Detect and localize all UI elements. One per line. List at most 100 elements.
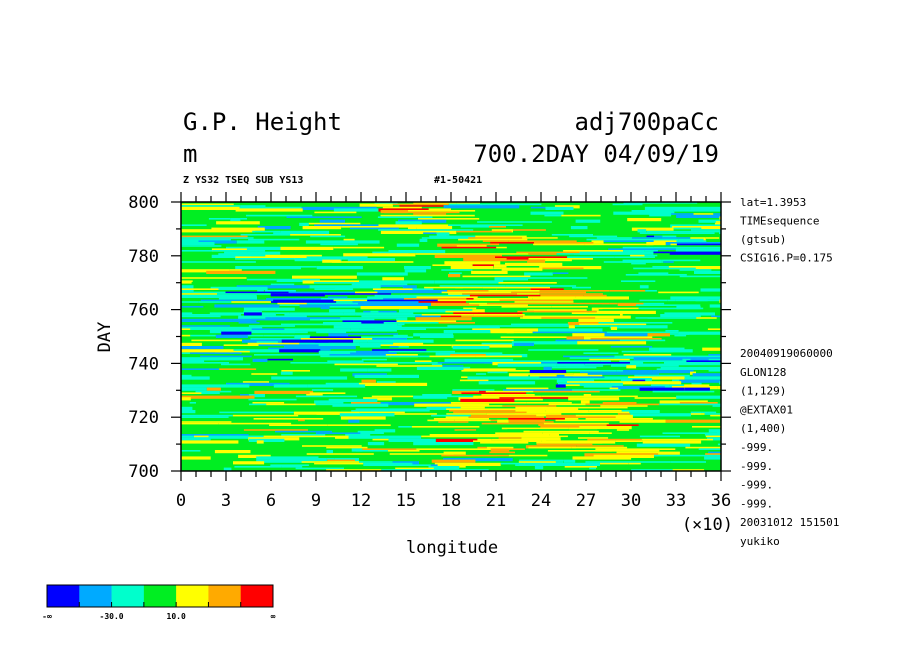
field-streak	[633, 267, 696, 270]
field-streak	[355, 408, 430, 412]
field-streak	[382, 277, 404, 281]
field-streak	[392, 464, 431, 466]
field-streak	[501, 427, 569, 430]
field-streak	[460, 406, 485, 409]
field-streak	[271, 376, 348, 380]
colorbar-label: -∞	[42, 612, 52, 621]
field-streak	[380, 285, 403, 287]
field-streak	[327, 459, 355, 462]
field-streak	[676, 214, 721, 218]
field-streak	[326, 402, 344, 404]
field-streak	[219, 368, 257, 370]
field-streak	[362, 448, 417, 450]
field-streak	[279, 349, 321, 353]
field-streak	[275, 430, 333, 433]
field-streak	[380, 344, 452, 346]
field-streak	[421, 435, 487, 438]
field-streak	[571, 411, 630, 414]
field-streak	[589, 432, 612, 434]
field-streak	[219, 411, 294, 414]
field-streak	[258, 344, 319, 346]
field-streak	[628, 462, 641, 465]
field-streak	[565, 365, 604, 367]
field-streak	[290, 234, 341, 236]
field-streak	[181, 416, 229, 418]
field-streak	[326, 446, 368, 449]
field-streak	[181, 435, 194, 438]
field-streak	[400, 261, 414, 263]
field-streak	[653, 240, 677, 242]
field-streak	[472, 264, 494, 266]
field-streak	[554, 378, 621, 380]
field-streak	[319, 219, 345, 223]
field-streak	[584, 363, 611, 366]
field-streak	[383, 322, 439, 324]
field-streak	[356, 272, 408, 276]
field-streak	[459, 379, 480, 382]
field-streak	[434, 280, 504, 284]
field-streak	[320, 355, 391, 358]
field-streak	[181, 280, 193, 282]
field-streak	[394, 413, 437, 415]
field-streak	[235, 258, 295, 260]
field-streak	[665, 419, 720, 423]
field-streak	[431, 459, 476, 463]
field-streak	[271, 317, 341, 321]
field-streak	[545, 414, 576, 418]
field-streak	[434, 254, 503, 258]
field-streak	[696, 357, 721, 359]
field-streak	[460, 398, 515, 402]
field-streak	[181, 437, 211, 441]
field-streak	[506, 331, 533, 334]
field-streak	[273, 384, 308, 388]
field-streak	[390, 355, 430, 358]
field-streak	[353, 339, 368, 343]
field-streak	[463, 307, 477, 310]
field-streak	[498, 437, 522, 439]
field-streak	[456, 250, 497, 254]
colorbar-swatch	[176, 585, 209, 607]
field-streak	[524, 314, 572, 316]
field-streak	[690, 206, 721, 210]
field-streak	[585, 403, 660, 406]
field-streak	[619, 419, 666, 423]
field-streak	[359, 411, 405, 414]
x-axis-label: longitude	[406, 538, 498, 558]
field-streak	[431, 414, 471, 417]
field-streak	[323, 432, 361, 434]
field-streak	[631, 469, 673, 471]
field-streak	[565, 384, 580, 386]
field-streak	[463, 368, 516, 370]
field-streak	[600, 405, 648, 407]
field-streak	[493, 267, 502, 270]
field-streak	[415, 253, 479, 255]
field-streak	[256, 459, 307, 463]
field-streak	[644, 250, 658, 252]
field-streak	[596, 237, 633, 239]
field-streak	[396, 320, 457, 322]
field-streak	[240, 394, 249, 396]
field-streak	[606, 331, 679, 334]
field-streak	[361, 358, 387, 361]
field-streak	[281, 323, 342, 326]
field-streak	[674, 334, 687, 337]
field-streak	[307, 384, 366, 388]
field-streak	[434, 462, 501, 466]
field-streak	[190, 334, 216, 337]
field-streak	[310, 235, 346, 238]
field-streak	[478, 381, 536, 385]
field-streak	[598, 307, 639, 310]
x-tick-label: 3	[221, 491, 231, 511]
field-streak	[544, 214, 562, 217]
field-streak	[381, 469, 437, 471]
field-streak	[606, 424, 639, 426]
field-streak	[427, 419, 455, 422]
field-streak	[566, 370, 617, 372]
field-streak	[621, 410, 660, 414]
field-streak	[498, 282, 557, 284]
field-streak	[641, 461, 671, 463]
field-streak	[181, 261, 256, 263]
field-streak	[514, 445, 526, 447]
field-streak	[539, 293, 603, 295]
field-streak	[281, 370, 310, 372]
